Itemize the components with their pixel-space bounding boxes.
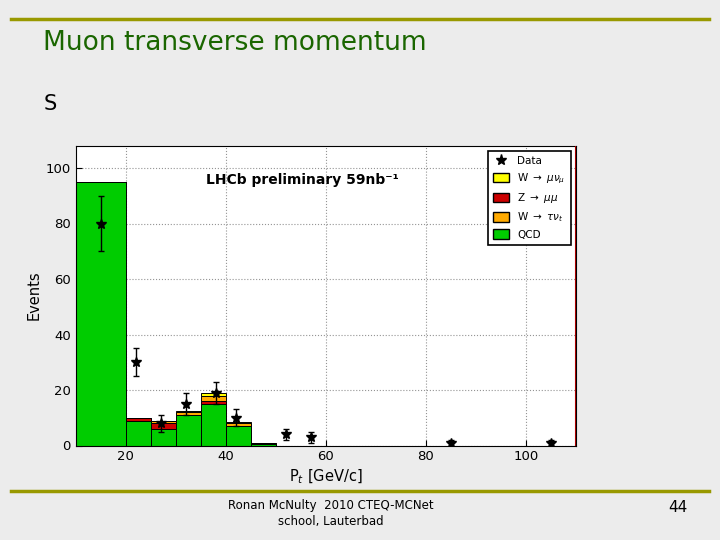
Bar xyxy=(176,411,201,412)
Legend: Data, W $\rightarrow$ $\mu\nu_{\mu}$, Z $\rightarrow$ $\mu\mu$, W $\rightarrow$ : Data, W $\rightarrow$ $\mu\nu_{\mu}$, Z … xyxy=(488,151,571,245)
Bar xyxy=(251,443,276,444)
Text: S: S xyxy=(43,94,56,114)
Text: Muon transverse momentum: Muon transverse momentum xyxy=(43,30,427,56)
Text: 44: 44 xyxy=(668,500,688,515)
Bar xyxy=(150,429,176,446)
Bar xyxy=(201,404,225,446)
Bar xyxy=(201,393,225,395)
Bar xyxy=(150,421,176,423)
Bar xyxy=(125,421,150,446)
Bar xyxy=(225,422,251,423)
Bar xyxy=(76,182,125,446)
Text: LHCb preliminary 59nb⁻¹: LHCb preliminary 59nb⁻¹ xyxy=(206,173,398,187)
Bar xyxy=(150,423,176,429)
Bar xyxy=(225,423,251,426)
Bar xyxy=(201,401,225,404)
Bar xyxy=(176,415,201,446)
Bar xyxy=(251,444,276,446)
Text: Ronan McNulty  2010 CTEQ-MCNet
school, Lauterbad: Ronan McNulty 2010 CTEQ-MCNet school, La… xyxy=(228,500,434,528)
Bar xyxy=(225,426,251,445)
Bar xyxy=(201,395,225,401)
Bar xyxy=(125,418,150,421)
Y-axis label: Events: Events xyxy=(27,271,41,320)
X-axis label: P$_t$ [GeV/c]: P$_t$ [GeV/c] xyxy=(289,468,363,486)
Bar xyxy=(176,412,201,415)
